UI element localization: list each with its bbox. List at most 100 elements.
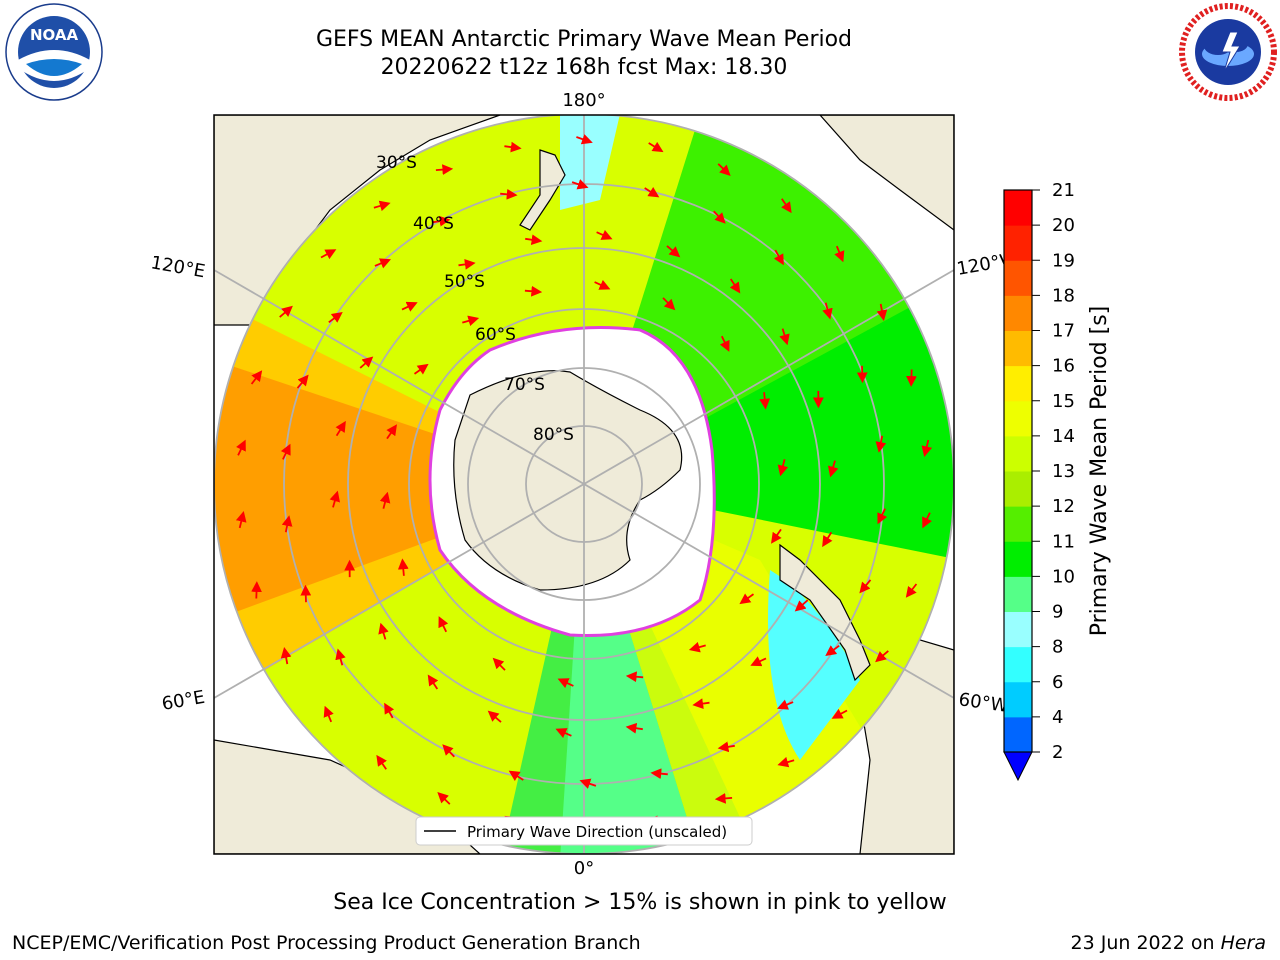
wave-arrow (831, 708, 848, 719)
wave-arrow (427, 674, 439, 690)
wave-arrow (492, 657, 506, 671)
wave-arrow (571, 179, 589, 190)
wave-arrow (794, 599, 809, 612)
nws-logo (1179, 3, 1277, 101)
noaa-logo: NOAA (5, 3, 103, 101)
latitude-labels: 30°S 40°S 50°S 60°S 70°S 80°S (376, 153, 574, 445)
wave-arrow (557, 678, 574, 689)
colorbar-tick-label: 12 (1052, 496, 1075, 517)
colorbar-tick-label: 14 (1052, 426, 1075, 447)
colorbar-tick-label: 18 (1052, 285, 1075, 306)
noaa-logo-text: NOAA (30, 26, 79, 44)
wave-arrow (688, 641, 706, 653)
wave-arrow (413, 363, 429, 375)
wave-arrow (822, 302, 833, 320)
lon-label-60w: 60°W (957, 689, 1009, 717)
lat-label-70s: 70°S (504, 375, 545, 395)
colorbar-swatch (1004, 646, 1032, 683)
wave-arrow (524, 285, 543, 297)
colorbar-swatch (1004, 225, 1032, 261)
lat-label-60s: 60°S (475, 325, 516, 345)
credit-line: NCEP/EMC/Verification Post Processing Pr… (12, 932, 641, 954)
land-inner (519, 149, 871, 682)
wave-arrow (279, 305, 293, 318)
wave-arrow (777, 459, 789, 477)
lat-label-80s: 80°S (533, 425, 574, 445)
colorbar-tick-label: 13 (1052, 461, 1075, 482)
colorbar-swatch (1004, 400, 1032, 437)
wave-arrow (250, 370, 263, 385)
wave-arrow (576, 134, 593, 145)
host-name: Hera (1220, 932, 1266, 954)
colorbar-tick-label: 10 (1052, 566, 1075, 587)
wave-arrow (335, 420, 346, 437)
wave-arrow (779, 328, 790, 346)
wave-arrow (335, 648, 346, 666)
legend-label: Primary Wave Direction (unscaled) (467, 823, 727, 841)
plot-subtitle: 20220622 t12z 168h fcst Max: 18.30 (380, 55, 788, 80)
wave-arrow (739, 593, 755, 605)
colorbar-tick-label: 2 (1052, 742, 1063, 763)
lat-label-40s: 40°S (413, 214, 454, 234)
wave-arrow (378, 622, 389, 640)
wave-arrow (905, 583, 918, 598)
wave-arrow (822, 531, 833, 548)
colorbar-swatch (1004, 190, 1032, 226)
colorbar-tick-label: 6 (1052, 672, 1063, 693)
colorbar-label: Primary Wave Mean Period [s] (1087, 306, 1112, 637)
wave-arrow (662, 297, 676, 311)
wave-arrow (625, 671, 644, 683)
date-text: 23 Jun 2022 on (1070, 932, 1221, 954)
sea-ice-note: Sea Ice Concentration > 15% is shown in … (333, 890, 947, 915)
wave-arrow (433, 215, 451, 227)
lon-label-120e: 120°E (149, 252, 207, 282)
wave-arrow (280, 443, 291, 460)
colorbar-swatches (1004, 190, 1032, 753)
wave-arrow (397, 558, 409, 576)
wave-arrow (777, 756, 795, 768)
wave-arrow (719, 335, 730, 352)
wave-arrow (729, 278, 741, 294)
colorbar-swatch (1004, 611, 1032, 648)
lon-label-180: 180° (562, 90, 605, 111)
colorbar-swatch (1004, 576, 1032, 612)
wave-direction-arrows (235, 134, 933, 834)
wave-arrow (650, 768, 668, 780)
wave-arrow (487, 710, 502, 723)
wave-arrow (717, 741, 735, 753)
wave-arrow (373, 200, 391, 212)
wave-arrow (504, 141, 522, 153)
wave-arrow (594, 279, 611, 290)
wave-arrow (458, 259, 476, 270)
wave-arrow (773, 249, 784, 266)
wave-arrow (877, 508, 888, 525)
wave-arrow (644, 187, 660, 198)
wave-arrow (834, 245, 845, 263)
wave-arrow (750, 656, 767, 667)
wave-arrow (508, 770, 524, 781)
wave-arrow (666, 245, 681, 258)
wave-arrow (438, 616, 449, 633)
wave-arrow (859, 579, 872, 594)
map-legend: Primary Wave Direction (unscaled) (415, 816, 753, 846)
colorbar-swatch (1004, 330, 1032, 367)
wave-arrow (692, 698, 710, 709)
wave-arrow (235, 510, 247, 529)
colorbar-swatch (1004, 435, 1032, 472)
wave-arrow (328, 311, 343, 324)
colorbar-ticks: 2 4 6 8 9 10 11 12 13 14 15 16 17 18 19 20 21 (1032, 180, 1075, 763)
colorbar-swatch (1004, 541, 1032, 577)
wave-arrow (320, 249, 337, 260)
wave-arrow (875, 650, 889, 663)
wave-arrow (825, 644, 840, 657)
colorbar-tick-label: 21 (1052, 180, 1075, 201)
wave-arrow (379, 491, 391, 509)
colorbar-tick-label: 19 (1052, 250, 1075, 271)
colorbar-swatch (1004, 365, 1032, 402)
lon-label-0: 0° (574, 858, 594, 879)
wave-arrow (435, 164, 454, 175)
wave-arrow (759, 392, 771, 410)
wave-arrow (921, 439, 933, 458)
wave-arrow (442, 744, 455, 758)
